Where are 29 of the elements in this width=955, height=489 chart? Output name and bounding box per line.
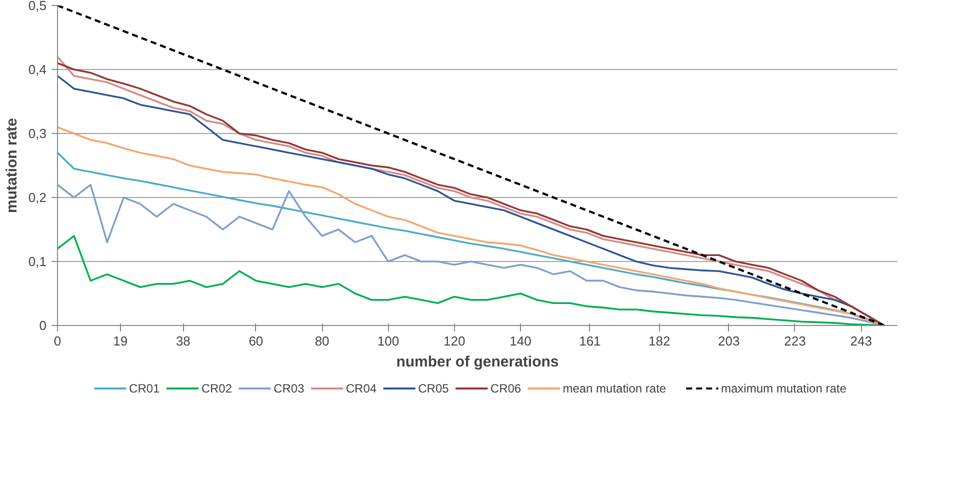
x-tick-label: 0 <box>54 334 62 348</box>
legend-label: CR01 <box>129 382 160 396</box>
x-tick-label: 80 <box>314 334 330 348</box>
legend-label: CR04 <box>346 382 377 396</box>
x-tick-label: 19 <box>113 334 128 348</box>
y-tick-label: 0,5 <box>28 0 47 13</box>
x-tick-label: 120 <box>444 334 466 348</box>
y-tick-label: 0,4 <box>28 62 47 77</box>
legend-label: CR05 <box>418 382 450 396</box>
x-tick-label: 223 <box>784 334 806 348</box>
y-tick-label: 0,2 <box>28 190 47 205</box>
legend-label: CR03 <box>274 382 305 396</box>
y-tick-label: 0,1 <box>28 254 47 269</box>
x-tick-label: 100 <box>377 334 400 348</box>
legend-label: mean mutation rate <box>562 382 666 396</box>
legend-label: maximum mutation rate <box>721 382 847 396</box>
legend-label: CR02 <box>201 382 232 396</box>
y-axis-title: mutation rate <box>3 118 20 214</box>
y-tick-label: 0 <box>39 318 47 333</box>
x-axis-title: number of generations <box>396 354 559 370</box>
legend-label: CR06 <box>490 382 522 396</box>
x-tick-label: 140 <box>510 334 532 348</box>
x-tick-label: 203 <box>718 334 740 348</box>
x-tick-label: 60 <box>248 334 264 348</box>
x-tick-label: 182 <box>648 334 670 348</box>
x-tick-label: 161 <box>579 334 601 348</box>
x-tick-label: 38 <box>176 334 190 348</box>
x-tick-label: 243 <box>850 334 872 348</box>
y-tick-label: 0,3 <box>28 126 47 141</box>
